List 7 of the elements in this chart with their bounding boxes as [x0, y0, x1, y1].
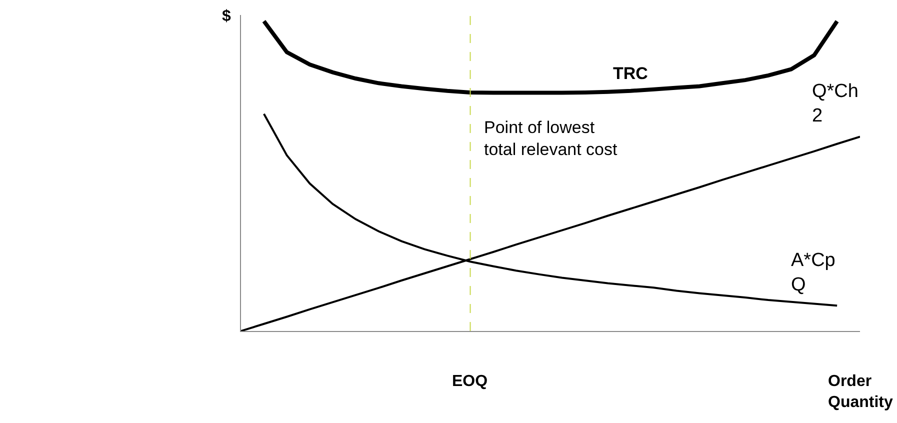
text: EOQ — [452, 373, 488, 390]
x-axis-title: Order Quantity — [828, 373, 893, 411]
y-axis-title: $ — [222, 8, 231, 25]
series-label: TRC — [613, 64, 648, 83]
annotation: Point of lowest total relevant cost — [484, 118, 618, 160]
series-label: Q*Ch 2 — [812, 81, 858, 127]
series-label: A*Cp Q — [791, 250, 836, 296]
